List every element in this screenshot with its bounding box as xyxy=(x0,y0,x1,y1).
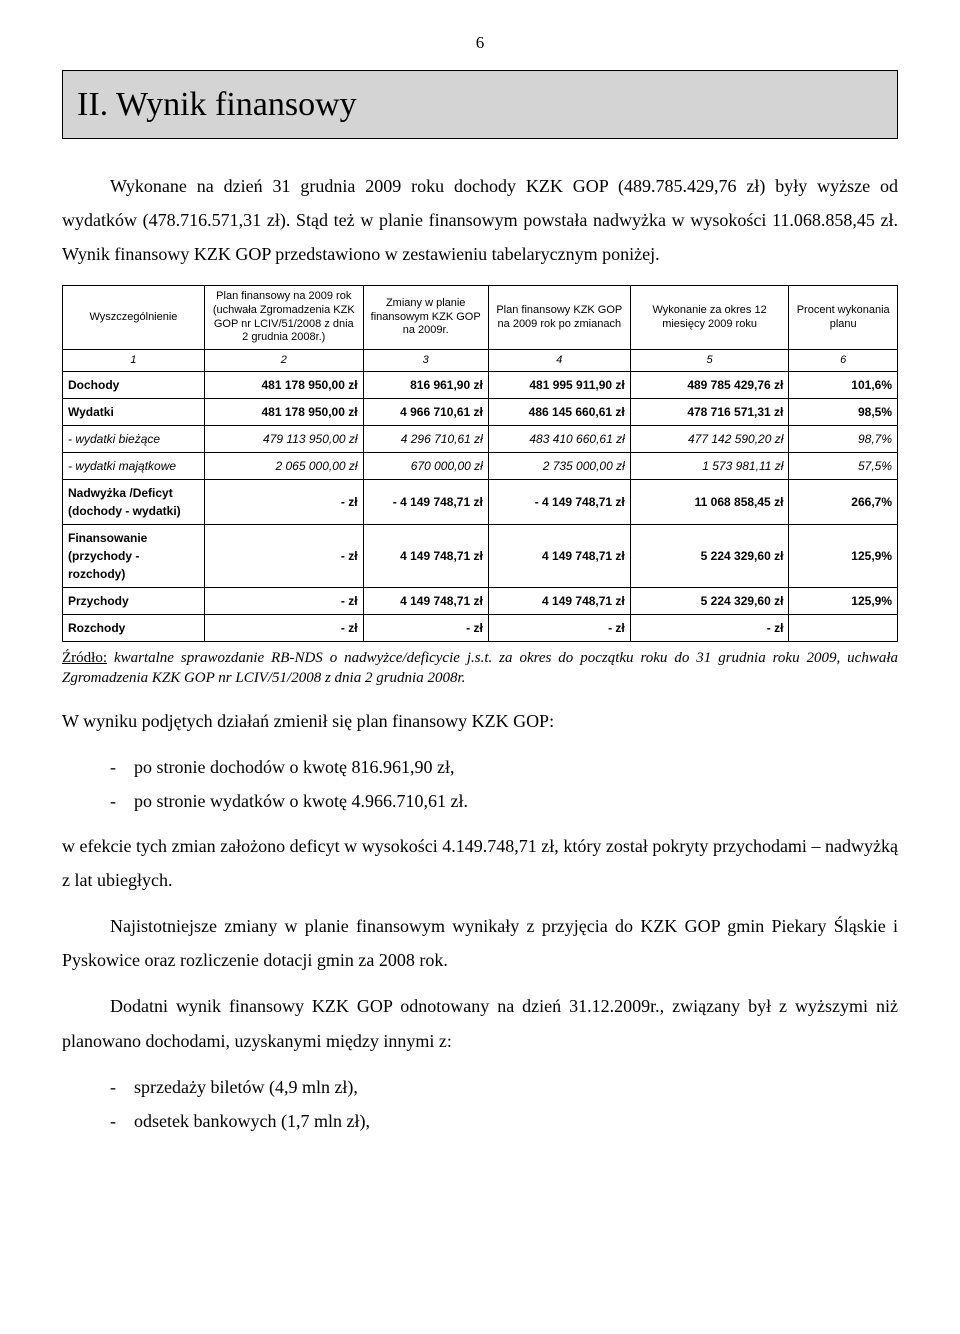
th-zmiany: Zmiany w planie finansowym KZK GOP na 20… xyxy=(363,286,488,350)
table-row: Wydatki481 178 950,00 zł4 966 710,61 zł4… xyxy=(63,398,898,425)
list-item: odsetek bankowych (1,7 mln zł), xyxy=(110,1104,898,1138)
page-number: 6 xyxy=(62,30,898,56)
cell-value: 479 113 950,00 zł xyxy=(204,425,363,452)
cell-value: 481 178 950,00 zł xyxy=(204,371,363,398)
source-label: Źródło: xyxy=(62,650,107,666)
section-title: II. Wynik finansowy xyxy=(62,70,898,139)
paragraph-deficit: w efekcie tych zmian założono deficyt w … xyxy=(62,829,898,897)
paragraph-result: W wyniku podjętych działań zmienił się p… xyxy=(62,704,898,738)
cell-value: 478 716 571,31 zł xyxy=(630,398,789,425)
cell-value: 670 000,00 zł xyxy=(363,452,488,479)
cell-value: 125,9% xyxy=(789,524,898,587)
cell-label: Dochody xyxy=(63,371,205,398)
table-row: Przychody- zł4 149 748,71 zł4 149 748,71… xyxy=(63,587,898,614)
cell-value: - zł xyxy=(204,587,363,614)
cell-value: 125,9% xyxy=(789,587,898,614)
cell-value: 5 224 329,60 zł xyxy=(630,524,789,587)
cell-value: 11 068 858,45 zł xyxy=(630,479,789,524)
cell-value: 4 296 710,61 zł xyxy=(363,425,488,452)
cell-value: 816 961,90 zł xyxy=(363,371,488,398)
paragraph-positive-result: Dodatni wynik finansowy KZK GOP odnotowa… xyxy=(62,989,898,1057)
cell-label: - wydatki majątkowe xyxy=(63,452,205,479)
colnum: 5 xyxy=(630,350,789,372)
list-reasons: sprzedaży biletów (4,9 mln zł), odsetek … xyxy=(62,1070,898,1138)
cell-value: - zł xyxy=(204,524,363,587)
cell-value: 483 410 660,61 zł xyxy=(488,425,630,452)
cell-value: - zł xyxy=(204,614,363,641)
table-row: Rozchody- zł- zł- zł- zł xyxy=(63,614,898,641)
th-plan-uchwalony: Plan finansowy na 2009 rok (uchwała Zgro… xyxy=(204,286,363,350)
paragraph-changes: Najistotniejsze zmiany w planie finansow… xyxy=(62,909,898,977)
cell-value: - zł xyxy=(204,479,363,524)
cell-label: Rozchody xyxy=(63,614,205,641)
cell-label: Wydatki xyxy=(63,398,205,425)
colnum: 1 xyxy=(63,350,205,372)
cell-value: 98,7% xyxy=(789,425,898,452)
th-wykonanie: Wykonanie za okres 12 miesięcy 2009 roku xyxy=(630,286,789,350)
colnum: 3 xyxy=(363,350,488,372)
cell-value: - zł xyxy=(488,614,630,641)
cell-value: - zł xyxy=(363,614,488,641)
table-row: Dochody481 178 950,00 zł816 961,90 zł481… xyxy=(63,371,898,398)
cell-value: 481 178 950,00 zł xyxy=(204,398,363,425)
colnum: 2 xyxy=(204,350,363,372)
cell-value: 4 149 748,71 zł xyxy=(363,524,488,587)
cell-value: 477 142 590,20 zł xyxy=(630,425,789,452)
cell-value xyxy=(789,614,898,641)
th-plan-po-zmianach: Plan finansowy KZK GOP na 2009 rok po zm… xyxy=(488,286,630,350)
cell-value: 486 145 660,61 zł xyxy=(488,398,630,425)
table-body: 1 2 3 4 5 6 Dochody481 178 950,00 zł816 … xyxy=(63,350,898,642)
cell-label: - wydatki bieżące xyxy=(63,425,205,452)
cell-value: 4 149 748,71 zł xyxy=(488,587,630,614)
list-changes: po stronie dochodów o kwotę 816.961,90 z… xyxy=(62,750,898,818)
cell-value: 481 995 911,90 zł xyxy=(488,371,630,398)
cell-value: 4 149 748,71 zł xyxy=(488,524,630,587)
financial-table: Wyszczególnienie Plan finansowy na 2009 … xyxy=(62,285,898,642)
cell-value: 489 785 429,76 zł xyxy=(630,371,789,398)
cell-label: Finansowanie (przychody - rozchody) xyxy=(63,524,205,587)
cell-value: 266,7% xyxy=(789,479,898,524)
cell-value: 2 735 000,00 zł xyxy=(488,452,630,479)
source-text: kwartalne sprawozdanie RB-NDS o nadwyżce… xyxy=(62,650,898,686)
table-colnum-row: 1 2 3 4 5 6 xyxy=(63,350,898,372)
colnum: 6 xyxy=(789,350,898,372)
table-source: Źródło: kwartalne sprawozdanie RB-NDS o … xyxy=(62,648,898,689)
table-row: - wydatki bieżące479 113 950,00 zł4 296 … xyxy=(63,425,898,452)
table-row: Finansowanie (przychody - rozchody)- zł4… xyxy=(63,524,898,587)
table-row: Nadwyżka /Deficyt (dochody - wydatki)- z… xyxy=(63,479,898,524)
cell-value: 1 573 981,11 zł xyxy=(630,452,789,479)
table-header-row: Wyszczególnienie Plan finansowy na 2009 … xyxy=(63,286,898,350)
cell-value: 4 149 748,71 zł xyxy=(363,587,488,614)
list-item: po stronie wydatków o kwotę 4.966.710,61… xyxy=(110,784,898,818)
cell-value: - 4 149 748,71 zł xyxy=(363,479,488,524)
cell-label: Nadwyżka /Deficyt (dochody - wydatki) xyxy=(63,479,205,524)
cell-value: 4 966 710,61 zł xyxy=(363,398,488,425)
list-item: sprzedaży biletów (4,9 mln zł), xyxy=(110,1070,898,1104)
th-wyszczegolnienie: Wyszczególnienie xyxy=(63,286,205,350)
cell-value: 2 065 000,00 zł xyxy=(204,452,363,479)
cell-value: 57,5% xyxy=(789,452,898,479)
th-procent: Procent wykonania planu xyxy=(789,286,898,350)
list-item: po stronie dochodów o kwotę 816.961,90 z… xyxy=(110,750,898,784)
cell-value: - 4 149 748,71 zł xyxy=(488,479,630,524)
cell-value: 101,6% xyxy=(789,371,898,398)
paragraph-intro: Wykonane na dzień 31 grudnia 2009 roku d… xyxy=(62,169,898,272)
cell-value: 98,5% xyxy=(789,398,898,425)
colnum: 4 xyxy=(488,350,630,372)
cell-value: 5 224 329,60 zł xyxy=(630,587,789,614)
cell-value: - zł xyxy=(630,614,789,641)
cell-label: Przychody xyxy=(63,587,205,614)
table-row: - wydatki majątkowe2 065 000,00 zł670 00… xyxy=(63,452,898,479)
